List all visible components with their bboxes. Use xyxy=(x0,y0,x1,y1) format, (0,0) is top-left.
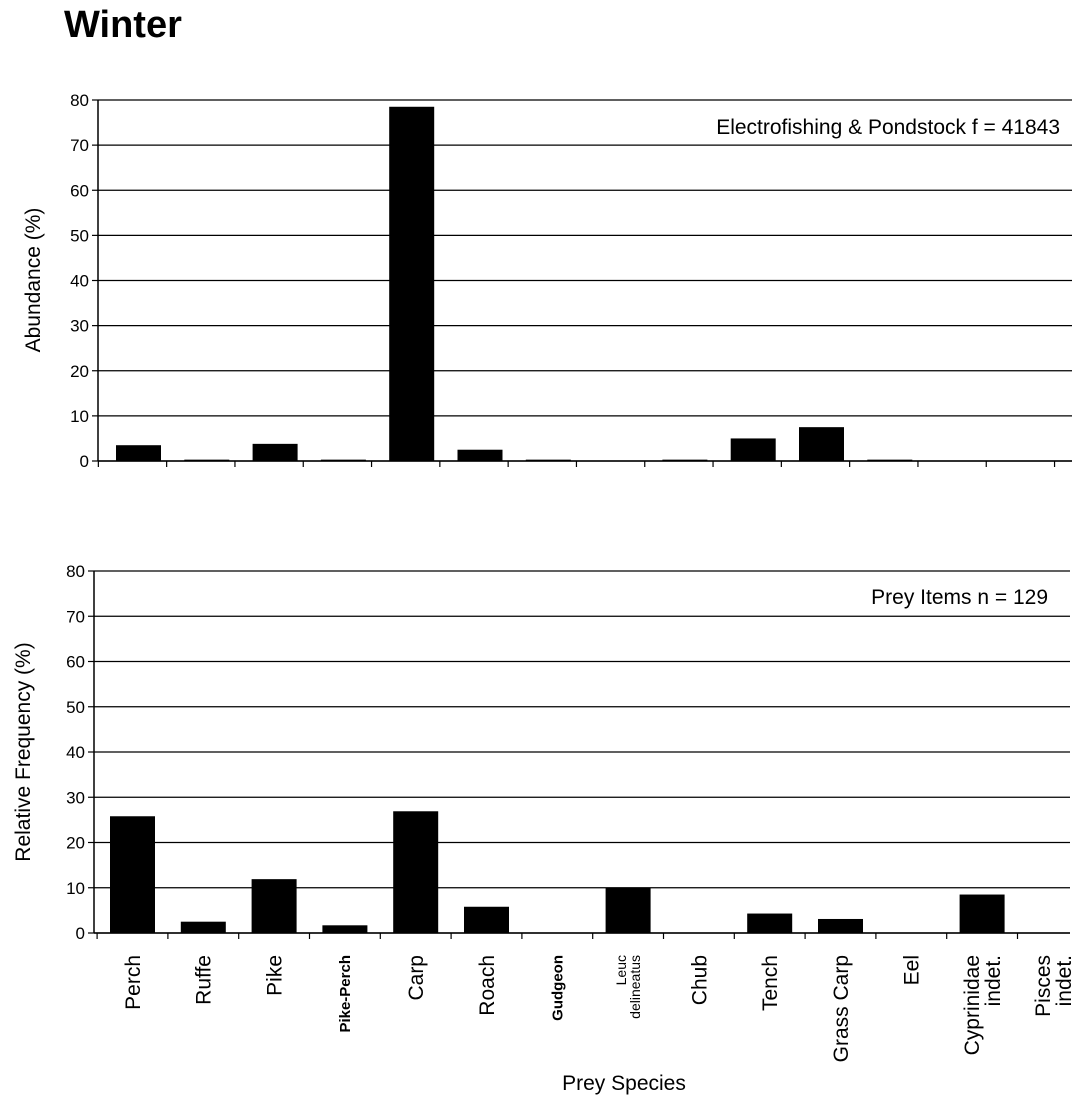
y-tick-label: 60 xyxy=(66,653,85,672)
bar-carp xyxy=(393,811,439,933)
y-tick-label: 60 xyxy=(70,181,89,200)
y-tick-label: 0 xyxy=(80,452,89,471)
x-category-label-line: delineatus xyxy=(627,955,643,1019)
y-tick-label: 10 xyxy=(70,407,89,426)
x-category-label: Gudgeon xyxy=(550,955,567,1021)
bar-gudgeon xyxy=(525,459,571,461)
x-category-label-line: Leuc xyxy=(613,955,629,985)
bar-tench xyxy=(747,913,793,933)
x-category-label-line: Perch xyxy=(122,955,145,1010)
bar-cyprinidae-indet- xyxy=(959,894,1005,933)
x-category-label-line: Carp xyxy=(405,955,428,1001)
figure-title: Winter xyxy=(64,4,182,46)
prey-items-annotation: Prey Items n = 129 xyxy=(871,586,1048,609)
x-category-label-line: Pisces xyxy=(1032,955,1055,1017)
bar-perch xyxy=(116,445,161,461)
bar-chub xyxy=(662,459,708,461)
y-tick-label: 40 xyxy=(66,743,85,762)
abundance-annotation: Electrofishing & Pondstock f = 41843 xyxy=(716,116,1060,139)
x-category-label-line: Pike xyxy=(263,955,286,996)
x-category-label-line: Chub xyxy=(688,955,711,1005)
bar-eel xyxy=(867,459,913,461)
y-tick-label: 30 xyxy=(70,317,89,336)
bar-pike xyxy=(251,879,297,933)
bar-pike xyxy=(252,443,298,461)
y-tick-label: 20 xyxy=(66,834,85,853)
x-category-label-line: Pike-Perch xyxy=(337,955,354,1033)
bar-grass-carp xyxy=(818,918,863,933)
x-category-label: Pike-Perch xyxy=(337,955,354,1033)
bar-tench xyxy=(730,438,776,461)
bar-roach xyxy=(464,906,509,933)
x-category-label-line: Gudgeon xyxy=(550,955,567,1021)
x-category-label: Pike xyxy=(263,955,286,996)
y-tick-label: 70 xyxy=(70,136,89,155)
x-category-label-line: indet. xyxy=(982,955,1005,1006)
y-tick-label: 40 xyxy=(70,272,89,291)
x-category-label-line: Ruffe xyxy=(193,955,216,1005)
y-tick-label: 50 xyxy=(70,226,89,245)
abundance-y-axis-label: Abundance (%) xyxy=(22,208,45,353)
y-tick-label: 80 xyxy=(66,562,85,581)
x-category-label: Roach xyxy=(476,955,499,1016)
x-category-label-line: Eel xyxy=(901,955,924,985)
relative-frequency-chart: Prey Items n = 129 Relative Frequency (%… xyxy=(12,562,1073,1095)
y-tick-label: 50 xyxy=(66,698,85,717)
x-category-label-line: Cyprinidae xyxy=(961,955,984,1055)
bar-leuc-delineatus xyxy=(605,887,651,933)
x-category-label: Chub xyxy=(688,955,711,1005)
y-tick-label: 70 xyxy=(66,607,85,626)
prey-species-x-axis-label: Prey Species xyxy=(562,1072,686,1095)
y-tick-label: 10 xyxy=(66,879,85,898)
y-tick-label: 0 xyxy=(76,924,85,943)
bar-ruffe xyxy=(180,921,226,933)
x-category-label-line: Tench xyxy=(759,955,782,1011)
bar-perch xyxy=(110,816,155,933)
bar-pike-perch xyxy=(320,459,366,461)
bar-pike-perch xyxy=(322,925,368,933)
x-category-label: Tench xyxy=(759,955,782,1011)
abundance-chart: Electrofishing & Pondstock f = 41843 Abu… xyxy=(22,91,1072,471)
x-category-label-line: Roach xyxy=(476,955,499,1016)
bar-grass-carp xyxy=(799,427,844,461)
x-category-label: Perch xyxy=(122,955,145,1010)
x-category-label: Eel xyxy=(901,955,924,985)
x-category-label: Ruffe xyxy=(193,955,216,1005)
bar-carp xyxy=(389,106,435,462)
y-tick-label: 30 xyxy=(66,788,85,807)
x-category-label: Grass Carp xyxy=(830,955,853,1062)
relative-frequency-y-axis-label: Relative Frequency (%) xyxy=(12,642,35,861)
y-tick-label: 80 xyxy=(70,91,89,110)
bar-ruffe xyxy=(184,459,230,461)
bar-roach xyxy=(457,449,503,461)
x-category-label-line: Grass Carp xyxy=(830,955,853,1062)
x-category-label-line: indet. xyxy=(1053,955,1073,1006)
x-category-label: Carp xyxy=(405,955,428,1001)
y-tick-label: 20 xyxy=(70,362,89,381)
